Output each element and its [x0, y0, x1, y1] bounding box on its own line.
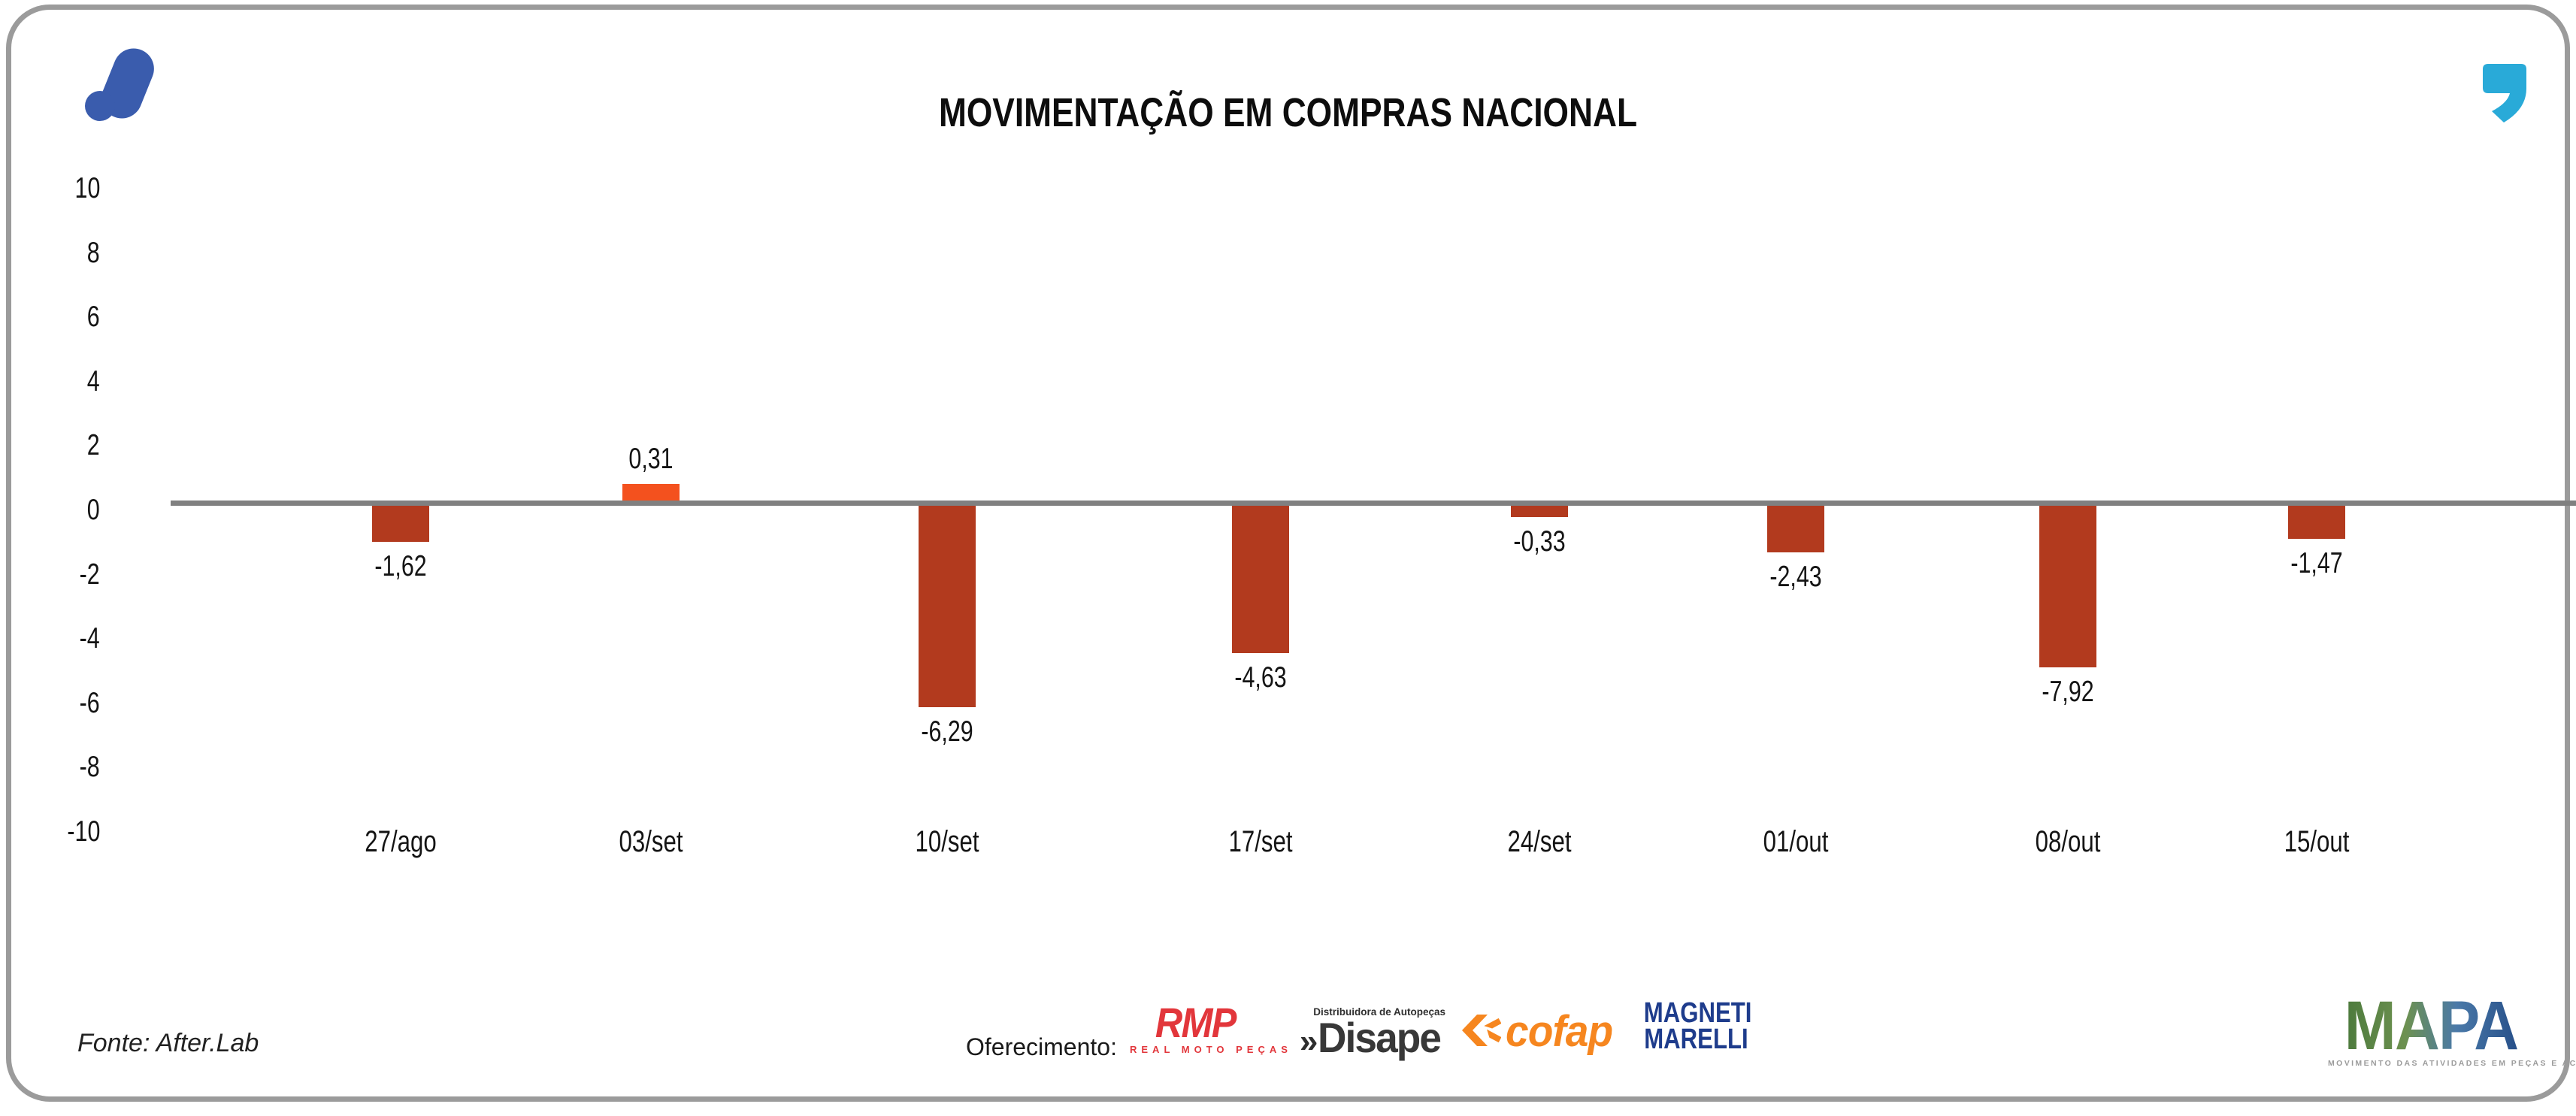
source-note: Fonte: After.Lab — [77, 1029, 259, 1057]
bar-value-label-15/out: -1,47 — [2290, 547, 2343, 579]
magneti-marelli-line2: MARELLI — [1643, 1024, 1748, 1055]
y-axis-tick-8: 8 — [87, 236, 100, 269]
quote-icon — [2483, 64, 2526, 124]
bar-value-label-08/out: -7,92 — [2042, 676, 2094, 708]
sponsor-label: Oferecimento: — [966, 1033, 1117, 1060]
rmp-logo: RMP REAL MOTO PEÇAS — [1130, 999, 1292, 1056]
magneti-marelli-logo: MAGNETI MARELLI — [1632, 997, 1760, 1055]
y-axis-tick--10: -10 — [67, 815, 100, 848]
bar-08/out[interactable] — [2039, 506, 2096, 667]
disape-logo: Distribuidora de Autopeças »Disape — [1274, 1006, 1447, 1069]
y-axis-tick-6: 6 — [87, 301, 100, 334]
rmp-logo-text: RMP — [1155, 999, 1237, 1046]
bar-24/set[interactable] — [1511, 506, 1568, 517]
bar-value-label-27/ago: -1,62 — [374, 550, 427, 582]
bar-10/set[interactable] — [919, 506, 976, 707]
bar-value-label-24/set: -0,33 — [1513, 525, 1566, 558]
cofap-logo: cofap — [1462, 1007, 1635, 1056]
y-axis-tick--6: -6 — [79, 686, 100, 719]
y-axis-tick-10: 10 — [74, 172, 100, 204]
bar-27/ago[interactable] — [372, 506, 429, 542]
bar-03/set[interactable] — [622, 484, 680, 501]
bar-value-label-17/set: -4,63 — [1234, 661, 1287, 694]
mapa-logo-text: MAPA — [2344, 987, 2519, 1064]
afterlab-logo-dot — [85, 91, 115, 121]
bar-chart: 10 8 6 4 2 0 -2 -4 -6 -8 -10 -1,62 27/ago 0,31 03/set -… — [11, 10, 2576, 1116]
x-axis-label-10/set: 10/set — [915, 825, 979, 858]
x-axis-label-15/out: 15/out — [2284, 825, 2350, 858]
x-axis-label-08/out: 08/out — [2035, 825, 2101, 858]
x-axis-label-01/out: 01/out — [1763, 825, 1829, 858]
cofap-logo-text: cofap — [1506, 1007, 1613, 1056]
rmp-logo-subtitle: REAL MOTO PEÇAS — [1130, 1044, 1292, 1055]
x-axis-label-27/ago: 27/ago — [365, 825, 437, 858]
afterlab-logo-icon — [85, 42, 168, 125]
bar-01/out[interactable] — [1767, 506, 1824, 552]
infographic-card: MOVIMENTAÇÃO EM COMPRAS NACIONAL 10 8 6 4 2 0… — [6, 5, 2576, 1102]
bar-17/set[interactable] — [1232, 506, 1289, 653]
y-axis-tick-2: 2 — [87, 429, 100, 462]
y-axis-tick--4: -4 — [79, 622, 100, 655]
zero-axis-line — [171, 501, 2576, 506]
magneti-marelli-line1: MAGNETI — [1643, 997, 1752, 1029]
bar-value-label-10/set: -6,29 — [921, 715, 973, 748]
cofap-arrows-icon — [1462, 1013, 1502, 1051]
chart-title: MOVIMENTAÇÃO EM COMPRAS NACIONAL — [11, 89, 2565, 136]
x-axis-label-24/set: 24/set — [1507, 825, 1572, 858]
bar-value-label-01/out: -2,43 — [1769, 561, 1822, 593]
chart-title-text: MOVIMENTAÇÃO EM COMPRAS NACIONAL — [938, 90, 1638, 135]
bar-15/out[interactable] — [2288, 506, 2345, 539]
bar-value-label-03/set: 0,31 — [628, 443, 674, 475]
y-axis-tick--8: -8 — [79, 751, 100, 784]
disape-logo-text: Disape — [1318, 1014, 1442, 1061]
y-axis-tick-4: 4 — [87, 364, 100, 398]
y-axis-tick-0: 0 — [87, 494, 100, 526]
disape-chevrons-icon: » — [1299, 1023, 1318, 1060]
mapa-logo-subtitle: MOVIMENTO DAS ATIVIDADES EM PEÇAS E ACES… — [2328, 1059, 2576, 1068]
disape-logo-tagline: Distribuidora de Autopeças — [1313, 1006, 1445, 1018]
y-axis-tick--2: -2 — [79, 558, 100, 591]
x-axis-label-03/set: 03/set — [619, 825, 683, 858]
x-axis-label-17/set: 17/set — [1228, 825, 1293, 858]
mapa-logo: MAPA MOVIMENTO DAS ATIVIDADES EM PEÇAS E… — [2328, 987, 2576, 1068]
